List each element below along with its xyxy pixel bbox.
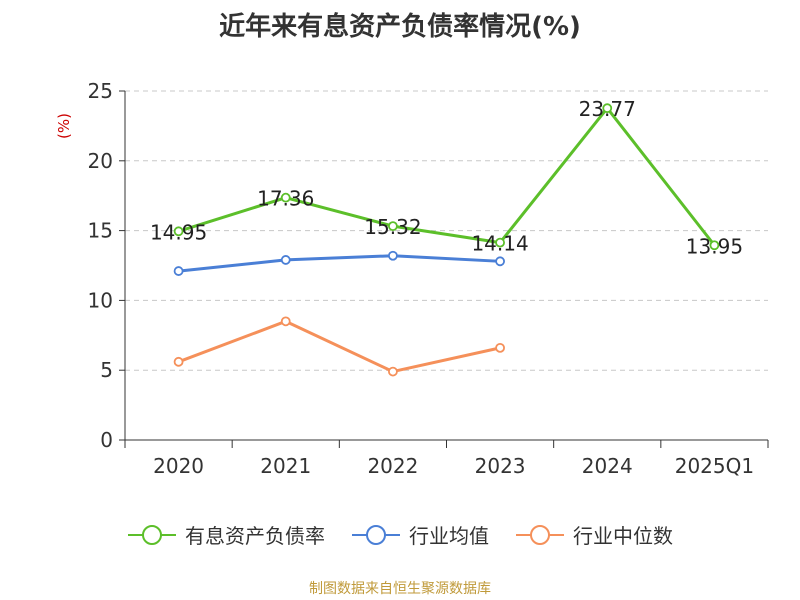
- x-tick-label: 2025Q1: [675, 454, 754, 478]
- data-point: [709, 240, 720, 251]
- data-label: 13.95: [686, 234, 743, 258]
- legend-item: 行业均值: [351, 520, 489, 549]
- data-point: [173, 266, 184, 276]
- data-point: [602, 103, 613, 114]
- data-point: [495, 342, 505, 353]
- data-labels: 14.95 17.36 15.32 14.14 23.77 13.95: [150, 97, 743, 258]
- legend-label: 行业中位数: [573, 524, 673, 548]
- data-label: 14.95: [150, 220, 207, 244]
- data-point: [173, 226, 184, 237]
- legend-marker-icon: [128, 524, 176, 545]
- series-line-3: [178, 319, 501, 374]
- y-tick-label: 5: [100, 358, 113, 382]
- data-label: 17.36: [257, 187, 314, 211]
- y-tick-label: 0: [100, 428, 113, 452]
- y-tick-label: 25: [88, 79, 113, 103]
- data-label: 14.14: [471, 232, 528, 256]
- data-point: [388, 250, 398, 261]
- x-tick-label: 2023: [475, 454, 526, 478]
- x-tick-label: 2022: [367, 454, 418, 478]
- chart-title: 近年来有息资产负债率情况(%): [219, 12, 581, 42]
- data-point: [280, 192, 291, 203]
- y-tick-label: 15: [88, 219, 113, 243]
- axes: 0 5 10 15 20 25 2020 2021 2022 2023 2024 2025Q1: [88, 79, 769, 478]
- legend: 有息资产负债率 行业均值 行业中位数: [0, 520, 800, 549]
- x-tick-label: 2021: [260, 454, 311, 478]
- data-label: 23.77: [579, 97, 636, 121]
- x-tick-label: 2024: [582, 454, 633, 478]
- series-line-2: [178, 254, 501, 273]
- y-tick-label: 10: [88, 288, 113, 312]
- legend-item: 有息资产负债率: [127, 520, 325, 549]
- legend-marker-icon: [516, 524, 564, 545]
- x-tick-label: 2020: [153, 454, 204, 478]
- data-label: 15.32: [364, 215, 421, 239]
- grid-lines: [125, 90, 768, 371]
- data-point: [280, 316, 291, 327]
- data-point: [495, 237, 505, 248]
- data-point: [388, 366, 398, 377]
- data-point: [280, 255, 291, 265]
- legend-marker-icon: [352, 524, 400, 545]
- legend-label: 行业均值: [409, 524, 489, 548]
- series-lines: [173, 103, 720, 377]
- line-chart: 0 5 10 15 20 25 2020 2021 2022 2023 2024 2025Q1 14.…: [88, 79, 769, 478]
- source-note: 制图数据来自恒生聚源数据库: [309, 581, 491, 597]
- y-tick-label: 20: [88, 149, 113, 173]
- data-point: [388, 221, 398, 232]
- legend-label: 有息资产负债率: [185, 524, 325, 548]
- data-point: [173, 356, 184, 367]
- legend-item: 行业中位数: [515, 520, 673, 549]
- data-point: [495, 256, 505, 267]
- series-line-1: [178, 106, 716, 247]
